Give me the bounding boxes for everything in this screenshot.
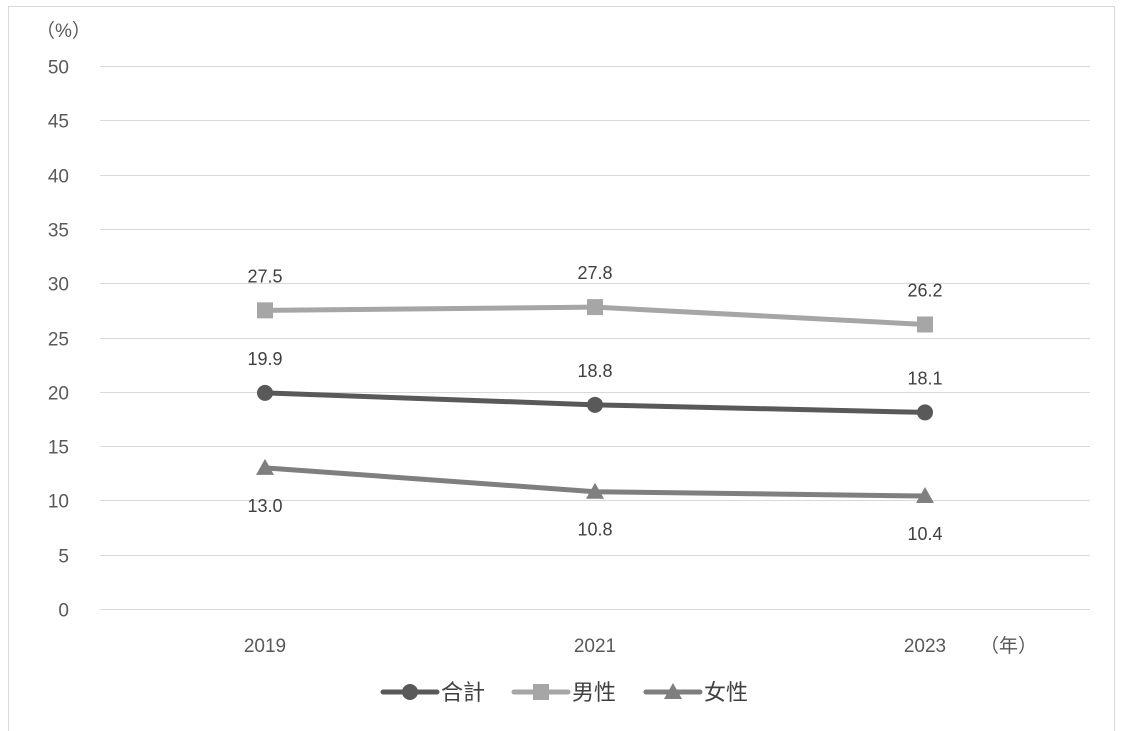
series [257, 384, 933, 421]
data-point [587, 299, 603, 316]
legend-label: 女性 [704, 680, 748, 705]
gridlines [100, 66, 1090, 610]
y-tick-label: 20 [48, 384, 69, 405]
y-axis-unit: （%） [36, 20, 91, 42]
chart-border [8, 6, 1115, 731]
data-label: 27.8 [577, 263, 612, 283]
data-label: 10.8 [577, 520, 612, 540]
y-tick-label: 35 [48, 221, 69, 242]
data-label: 18.8 [577, 361, 612, 381]
data-labels: 19.9 18.8 18.1 27.5 27.8 26.2 13.0 10.8 10.4 [247, 263, 942, 544]
series [257, 299, 933, 333]
data-point [916, 487, 934, 504]
data-label: 19.9 [247, 349, 282, 369]
y-tick-label: 50 [48, 58, 69, 79]
series [256, 458, 934, 504]
legend-marker [664, 683, 682, 699]
y-tick-label: 45 [48, 112, 69, 133]
data-label: 27.5 [247, 266, 282, 286]
data-label: 26.2 [907, 280, 942, 300]
y-tick-label: 10 [48, 492, 69, 513]
series-layer [256, 299, 934, 504]
x-tick-label: 2019 [244, 636, 286, 657]
legend-label: 男性 [572, 680, 616, 705]
y-tick-label: 5 [58, 547, 69, 568]
legend-label: 合計 [441, 680, 485, 705]
y-tick-label: 15 [48, 438, 69, 459]
y-tick-label: 0 [58, 601, 69, 622]
legend: 合計 男性 女性 [380, 680, 748, 705]
legend-marker [533, 684, 549, 700]
data-point [917, 404, 933, 421]
y-tick-label: 30 [48, 275, 69, 296]
data-point [586, 482, 604, 499]
data-point [257, 384, 273, 401]
data-label: 10.4 [907, 524, 942, 544]
data-label: 18.1 [907, 368, 942, 388]
data-label: 13.0 [247, 496, 282, 516]
data-point [256, 458, 274, 475]
data-point [587, 396, 603, 413]
legend-item: 合計 [380, 680, 485, 705]
y-tick-label: 40 [48, 167, 69, 188]
legend-item: 女性 [643, 680, 748, 705]
data-point [917, 316, 933, 333]
x-tick-label: 2023 [904, 636, 946, 657]
x-axis-unit: （年） [980, 635, 1037, 657]
legend-item: 男性 [511, 680, 616, 705]
legend-marker [402, 684, 418, 700]
data-point [257, 302, 273, 319]
y-tick-label: 25 [48, 330, 69, 351]
x-axis: （年） 2019 2021 2023 [244, 635, 1037, 657]
y-axis: （%） 0 5 10 15 20 25 30 35 40 45 50 [36, 20, 91, 622]
x-tick-label: 2021 [574, 636, 616, 657]
